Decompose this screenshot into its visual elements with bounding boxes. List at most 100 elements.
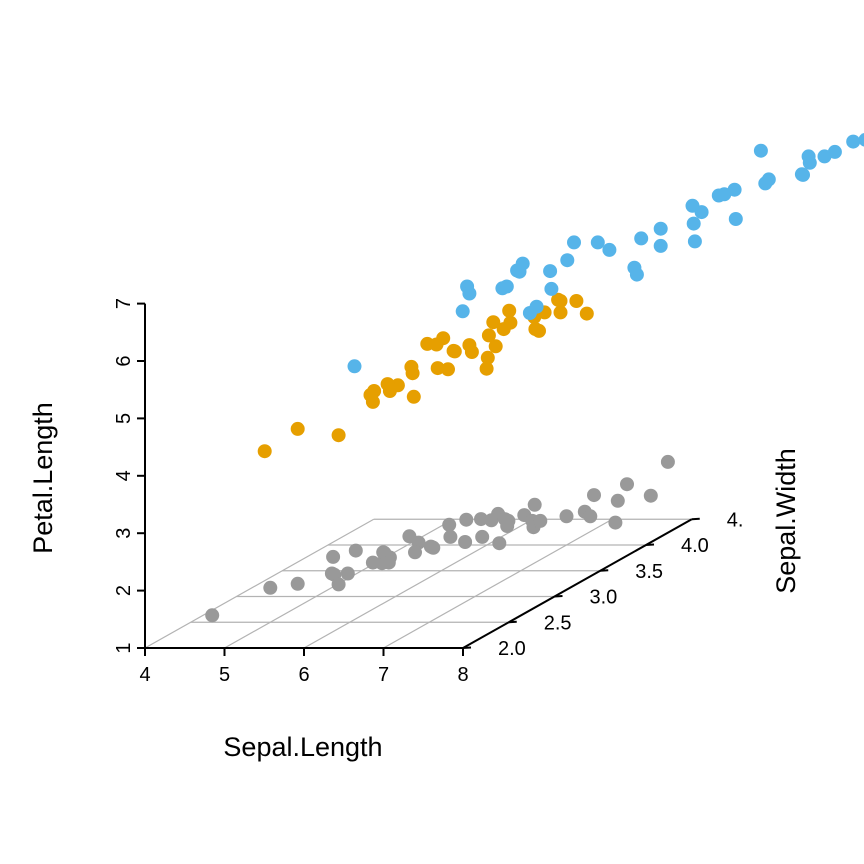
virginica-point-27 (801, 149, 816, 164)
virginica-point-34 (544, 281, 559, 296)
y-tick-2 (554, 595, 563, 598)
virginica-point-1 (455, 304, 470, 319)
setosa-point-44 (643, 488, 658, 503)
versicolor-point-30 (553, 305, 568, 320)
virginica-point-3 (462, 286, 477, 301)
setosa-point-35 (533, 513, 548, 528)
axes (137, 302, 700, 656)
virginica-point-16 (653, 221, 668, 236)
setosa-point-7 (340, 566, 355, 581)
setosa-point-45 (492, 536, 507, 551)
y-tick-3 (600, 569, 609, 572)
setosa-point-40 (587, 488, 601, 503)
setosa-point-23 (458, 535, 473, 549)
setosa-point-5 (326, 549, 341, 564)
virginica-point-10 (560, 253, 575, 268)
virginica-point-37 (827, 144, 842, 159)
versicolor-point-31 (579, 306, 594, 321)
virginica-point-14 (634, 231, 649, 246)
versicolor-point-37 (569, 294, 584, 308)
series-virginica (347, 132, 864, 374)
setosa-point-2 (290, 576, 305, 591)
setosa-point-24 (459, 512, 474, 527)
setosa-point-1 (263, 580, 278, 595)
setosa-point-43 (608, 515, 623, 530)
z-tick-label-3: 3 (113, 528, 135, 539)
data-points (205, 132, 864, 623)
versicolor-point-34 (405, 366, 420, 381)
versicolor-point-26 (502, 303, 517, 318)
x-tick-label-8: 8 (457, 664, 468, 686)
virginica-point-25 (758, 176, 773, 191)
y-tick-1 (508, 620, 517, 624)
virginica-point-12 (602, 242, 617, 257)
versicolor-point-1 (290, 421, 305, 436)
virginica-point-5 (499, 279, 514, 294)
virginica-point-19 (685, 198, 700, 213)
virginica-point-17 (686, 216, 701, 231)
versicolor-point-33 (528, 322, 543, 337)
versicolor-point-5 (363, 388, 378, 402)
versicolor-point-0 (257, 444, 272, 459)
series-versicolor (257, 292, 594, 459)
y-tick-label-5: 4. (727, 509, 744, 531)
setosa-point-25 (475, 529, 490, 544)
virginica-point-0 (347, 359, 362, 374)
virginica-point-11 (567, 235, 581, 250)
z-tick-label-1: 1 (113, 642, 135, 653)
virginica-point-33 (728, 212, 743, 226)
y-tick-5 (691, 517, 700, 521)
virginica-point-13 (590, 235, 605, 250)
setosa-point-10 (348, 543, 363, 558)
setosa-point-36 (559, 509, 574, 524)
setosa-point-46 (660, 454, 675, 469)
z-axis-title: Petal.Length (28, 402, 58, 554)
x-tick-label-7: 7 (378, 664, 389, 686)
setosa-point-16 (402, 529, 417, 544)
versicolor-point-2 (331, 428, 346, 443)
grid-line-x-4 (144, 518, 375, 649)
versicolor-point-7 (390, 378, 405, 393)
y-tick-label-3: 3.5 (635, 561, 663, 583)
virginica-point-39 (753, 143, 768, 158)
y-tick-4 (645, 543, 655, 546)
setosa-point-22 (442, 517, 457, 532)
z-tick-label-4: 4 (113, 470, 135, 481)
versicolor-point-18 (479, 361, 494, 376)
versicolor-point-9 (406, 389, 421, 404)
z-tick-label-2: 2 (113, 585, 135, 596)
versicolor-point-16 (462, 338, 477, 353)
setosa-point-6 (331, 577, 346, 592)
setosa-point-41 (610, 493, 625, 508)
virginica-point-22 (717, 187, 732, 202)
versicolor-point-36 (553, 294, 568, 308)
setosa-point-39 (583, 509, 598, 524)
setosa-point-34 (497, 512, 512, 527)
setosa-point-42 (620, 477, 634, 492)
y-tick-label-0: 2.0 (498, 638, 526, 660)
setosa-point-28 (474, 512, 488, 527)
virginica-point-8 (512, 264, 527, 279)
setosa-point-17 (408, 545, 422, 560)
y-tick-0 (462, 646, 472, 649)
grid-line-x-7 (383, 518, 613, 649)
virginica-point-15 (653, 238, 668, 253)
virginica-point-9 (543, 264, 558, 279)
setosa-point-37 (527, 497, 542, 512)
versicolor-point-17 (488, 339, 503, 354)
setosa-point-4 (324, 566, 339, 581)
z-tick-label-7: 7 (113, 298, 135, 309)
y-tick-label-1: 2.5 (544, 612, 572, 634)
x-tick-label-6: 6 (298, 664, 309, 686)
z-tick-label-5: 5 (113, 413, 135, 424)
versicolor-point-27 (486, 315, 501, 330)
virginica-point-36 (796, 167, 810, 182)
x-axis-title: Sepal.Length (223, 732, 382, 762)
versicolor-point-22 (481, 328, 496, 343)
setosa-point-20 (423, 539, 438, 554)
y-tick-label-2: 3.0 (590, 587, 618, 609)
versicolor-point-15 (480, 350, 495, 365)
y-axis-title: Sepal.Width (771, 448, 801, 594)
series-setosa (205, 454, 675, 623)
virginica-point-32 (687, 234, 702, 249)
